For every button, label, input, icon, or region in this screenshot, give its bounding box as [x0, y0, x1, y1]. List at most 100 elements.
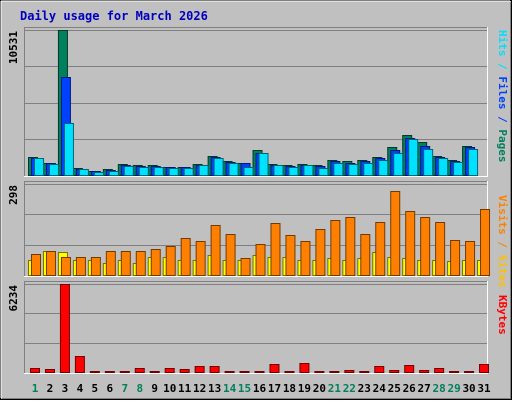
chart-title: Daily usage for March 2026: [20, 9, 208, 23]
bar-sites-day-2: [45, 251, 56, 276]
x-tick-label: 26: [403, 382, 417, 395]
bar-sites-day-23: [360, 234, 371, 276]
bar-pages-day-15: [243, 167, 254, 176]
bar-sites-day-16: [255, 244, 266, 276]
bar-pages-day-6: [108, 171, 119, 176]
bar-sites-day-6: [105, 251, 116, 276]
x-tick-label: 10: [163, 382, 176, 395]
bar-sites-day-31: [480, 209, 491, 276]
bar-kbytes-day-21: [329, 371, 340, 373]
bar-pages-day-24: [378, 160, 389, 176]
x-tick-label: 3: [62, 382, 69, 395]
bar-pages-day-19: [303, 165, 314, 176]
bar-kbytes-day-29: [449, 371, 460, 373]
x-tick-label: 20: [313, 382, 326, 395]
bar-kbytes-day-2: [44, 369, 55, 373]
x-tick-label: 7: [121, 382, 128, 395]
y-max-label: 6234: [7, 285, 20, 312]
plot-area: [24, 281, 488, 374]
x-tick-label: 2: [47, 382, 54, 395]
bar-kbytes-day-14: [224, 371, 235, 373]
bar-pages-day-20: [318, 168, 329, 176]
bar-pages-day-12: [198, 165, 209, 176]
bar-pages-day-16: [258, 153, 269, 176]
bar-sites-day-22: [345, 217, 356, 276]
bar-kbytes-day-26: [404, 365, 415, 373]
bar-sites-day-5: [90, 257, 101, 276]
right-axis-label-part: Sites: [496, 255, 509, 288]
x-tick-label: 17: [268, 382, 281, 395]
right-axis-label-part: Visits /: [496, 195, 509, 255]
bar-kbytes-day-20: [314, 371, 325, 373]
right-axis-label-part: Files /: [496, 76, 509, 129]
x-tick-label: 16: [253, 382, 267, 395]
x-tick-label: 24: [373, 382, 387, 395]
x-tick-label: 8: [136, 382, 143, 395]
bar-kbytes-day-1: [30, 368, 40, 373]
bar-sites-day-29: [450, 240, 461, 276]
x-tick-label: 1: [32, 382, 39, 395]
bar-pages-day-3: [63, 123, 74, 176]
x-tick-label: 9: [151, 382, 158, 395]
bar-kbytes-day-5: [89, 371, 100, 373]
bar-kbytes-day-30: [464, 371, 475, 373]
x-tick-label: 21: [328, 382, 342, 395]
bar-kbytes-day-25: [389, 370, 400, 373]
bar-pages-day-28: [438, 158, 449, 176]
bar-sites-day-9: [150, 249, 161, 276]
x-tick-label: 31: [477, 382, 491, 395]
bar-sites-day-19: [300, 241, 311, 276]
bar-sites-day-12: [195, 241, 206, 276]
bar-sites-day-30: [465, 241, 476, 276]
bar-sites-day-20: [315, 229, 326, 276]
bar-kbytes-day-22: [344, 370, 355, 373]
bar-kbytes-day-11: [179, 369, 190, 373]
bar-kbytes-day-23: [359, 371, 370, 373]
right-axis-label-part: Pages: [496, 129, 509, 162]
bar-pages-day-9: [153, 167, 164, 176]
bar-pages-day-5: [93, 172, 104, 176]
bar-sites-day-8: [135, 251, 146, 276]
x-tick-label: 18: [283, 382, 296, 395]
bar-sites-day-10: [165, 246, 176, 276]
bar-pages-day-14: [228, 163, 239, 176]
bar-kbytes-day-3: [59, 284, 70, 373]
bar-sites-day-21: [330, 220, 341, 276]
bar-pages-day-8: [138, 167, 149, 176]
bar-kbytes-day-28: [434, 368, 445, 373]
bar-sites-day-26: [405, 211, 416, 276]
x-tick-label: 11: [178, 382, 192, 395]
panels: 10531 Hits / Files / Pages 298 Visits / Sit…: [7, 27, 509, 374]
bar-kbytes-day-18: [284, 371, 295, 373]
bar-sites-day-13: [210, 225, 221, 276]
bar-kbytes-day-12: [194, 366, 205, 373]
x-axis-labels: 1 2 3 4 5 6 7 8 9 10 11 12 13 14 15 16 17 18 19 20 21 22 23 24 2…: [32, 382, 491, 395]
x-tick-label: 5: [92, 382, 99, 395]
bar-pages-day-30: [468, 149, 479, 176]
bar-kbytes-day-31: [479, 364, 490, 373]
bar-pages-day-13: [213, 158, 224, 176]
right-axis-label: Visits / Sites: [496, 195, 509, 288]
y-max-label: 298: [7, 185, 20, 205]
bar-kbytes-day-9: [149, 371, 160, 373]
y-max-label: 10531: [7, 31, 20, 64]
bar-sites-day-11: [180, 238, 191, 276]
bar-pages-day-17: [273, 165, 284, 176]
bar-sites-day-3: [60, 257, 71, 276]
bar-sites-day-27: [420, 217, 431, 276]
x-tick-label: 23: [358, 382, 371, 395]
x-tick-label: 28: [433, 382, 446, 395]
bar-pages-day-11: [183, 168, 194, 176]
panel-1: 10531 Hits / Files / Pages: [7, 27, 509, 177]
bar-sites-day-14: [225, 234, 236, 276]
bar-kbytes-day-7: [119, 371, 130, 373]
panel-3: 6234 KBytes: [7, 281, 509, 374]
bar-pages-day-7: [123, 166, 134, 176]
x-tick-label: 29: [447, 382, 460, 395]
bar-pages-day-4: [78, 169, 89, 176]
bar-pages-day-29: [453, 162, 464, 176]
bar-kbytes-day-27: [419, 370, 430, 373]
bar-sites-day-24: [375, 222, 386, 276]
x-tick-label: 14: [223, 382, 237, 395]
bar-pages-day-27: [423, 149, 434, 176]
